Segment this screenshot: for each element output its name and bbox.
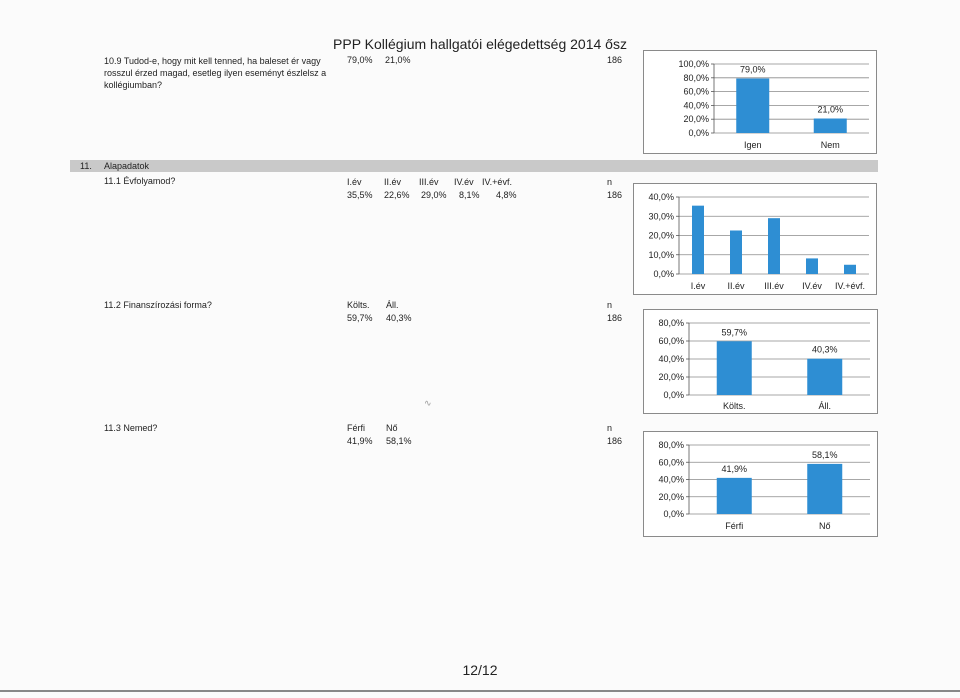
y-tick-label: 20,0% <box>658 492 684 502</box>
q11-1-header-2: II.év <box>384 177 402 187</box>
y-tick-label: 60,0% <box>658 457 684 467</box>
q11-3-value-2: 58,1% <box>386 436 412 446</box>
page-number: 12/12 <box>462 662 498 678</box>
data-label: 79,0% <box>740 64 766 74</box>
q11-1-n-value: 186 <box>607 190 623 200</box>
bar-q11-2-2 <box>807 358 843 395</box>
question-11-1-text: 11.1 Évfolyamod? <box>104 176 176 186</box>
category-label: IV.+évf. <box>835 281 865 291</box>
y-tick-label: 100,0% <box>678 59 709 69</box>
y-tick-label: 20,0% <box>658 372 684 382</box>
category-label: Áll. <box>818 401 831 411</box>
bottom-edge-line <box>0 690 960 692</box>
y-tick-label: 0,0% <box>663 509 684 519</box>
category-label: Nő <box>819 521 831 531</box>
y-tick-label: 40,0% <box>648 192 674 202</box>
bar-q11-1-5 <box>844 264 856 274</box>
category-label: IV.év <box>802 281 822 291</box>
q11-1-value-1: 35,5% <box>347 190 373 200</box>
q11-2-value-1: 59,7% <box>347 313 373 323</box>
data-label: 59,7% <box>721 327 747 337</box>
data-label: 58,1% <box>812 450 838 460</box>
y-tick-label: 20,0% <box>683 114 709 124</box>
category-label: Férfi <box>725 521 743 531</box>
bar-q11-1-3 <box>768 218 780 274</box>
q11-1-header-3: III.év <box>419 177 439 187</box>
q11-3-header-1: Férfi <box>347 423 365 433</box>
y-tick-label: 60,0% <box>658 336 684 346</box>
q11-3-header-2: Nő <box>386 423 398 433</box>
category-label: Nem <box>821 140 840 150</box>
bar-q11-3-1 <box>716 477 752 514</box>
q11-3-value-1: 41,9% <box>347 436 373 446</box>
q11-1-header-4: IV.év <box>454 177 474 187</box>
question-10-9-text: 10.9 Tudod-e, hogy mit kell tenned, ha b… <box>104 56 327 90</box>
bar-q10-9-1 <box>736 78 770 133</box>
y-tick-label: 30,0% <box>648 211 674 221</box>
q11-2-n-label: n <box>607 300 613 310</box>
q11-1-n-label: n <box>607 177 613 187</box>
data-label: 41,9% <box>721 464 747 474</box>
section-band-alapadatok: 11. Alapadatok <box>70 160 878 172</box>
chart-q11-2-svg: 80,0% 60,0% 40,0% 20,0% 0,0% 59,7% Költs. 40,3%… <box>658 318 870 411</box>
q11-1-value-4: 8,1% <box>459 190 480 200</box>
category-label: II.év <box>727 281 745 291</box>
chart-q11-3: 80,0% 60,0% 40,0% 20,0% 0,0% 41,9% Férfi 58,1% N… <box>643 431 878 537</box>
pen-mark: ∿ <box>424 398 432 408</box>
bar-q11-1-2 <box>730 230 742 274</box>
y-tick-label: 80,0% <box>658 440 684 450</box>
q11-1-header-1: I.év <box>347 177 362 187</box>
q11-2-n-value: 186 <box>607 313 623 323</box>
data-label: 21,0% <box>817 105 843 115</box>
y-tick-label: 0,0% <box>688 128 709 138</box>
q11-2-value-2: 40,3% <box>386 313 412 323</box>
chart-q10-9: 100,0% 80,0% 60,0% 40,0% 20,0% 0,0% 79,0% Igen 2… <box>643 50 877 154</box>
data-label: 40,3% <box>812 345 838 355</box>
category-label: III.év <box>764 281 784 291</box>
y-tick-label: 80,0% <box>658 318 684 328</box>
category-label: I.év <box>691 281 706 291</box>
bar-q11-1-1 <box>692 205 704 274</box>
q11-1-header-5: IV.+évf. <box>482 177 512 187</box>
q11-2-header-1: Költs. <box>347 300 370 310</box>
y-tick-label: 10,0% <box>648 250 674 260</box>
question-11-2-text: 11.2 Finanszírozási forma? <box>104 300 212 310</box>
category-label: Igen <box>744 140 762 150</box>
y-tick-label: 20,0% <box>648 231 674 241</box>
y-tick-label: 40,0% <box>658 475 684 485</box>
section-label: Alapadatok <box>104 161 150 171</box>
question-11-3-text: 11.3 Nemed? <box>104 423 158 433</box>
y-tick-label: 0,0% <box>653 269 674 279</box>
y-tick-label: 40,0% <box>683 100 709 110</box>
q10-value-nem: 21,0% <box>385 55 411 65</box>
q11-3-n-label: n <box>607 423 613 433</box>
q11-1-value-2: 22,6% <box>384 190 410 200</box>
chart-q10-9-svg: 100,0% 80,0% 60,0% 40,0% 20,0% 0,0% 79,0% Igen 2… <box>678 59 869 150</box>
y-tick-label: 60,0% <box>683 87 709 97</box>
q11-3-n-value: 186 <box>607 436 623 446</box>
q11-1-value-5: 4,8% <box>496 190 517 200</box>
bar-q11-3-2 <box>807 463 843 514</box>
chart-q11-2: 80,0% 60,0% 40,0% 20,0% 0,0% 59,7% Költs. 40,3%… <box>643 309 878 414</box>
y-tick-label: 0,0% <box>663 390 684 400</box>
chart-q11-3-svg: 80,0% 60,0% 40,0% 20,0% 0,0% 41,9% Férfi 58,1% N… <box>658 440 870 531</box>
q10-value-igen: 79,0% <box>347 55 373 65</box>
category-label: Költs. <box>723 401 746 411</box>
section-number: 11. <box>80 161 92 171</box>
q11-2-header-2: Áll. <box>386 300 399 310</box>
bar-q11-1-4 <box>806 258 818 274</box>
bar-q10-9-2 <box>813 118 847 133</box>
chart-q11-1: 40,0% 30,0% 20,0% 10,0% 0,0% I.év II.év III.év I… <box>633 183 877 295</box>
y-tick-label: 40,0% <box>658 354 684 364</box>
page-title: PPP Kollégium hallgatói elégedettség 201… <box>333 36 627 52</box>
chart-q11-1-svg: 40,0% 30,0% 20,0% 10,0% 0,0% I.év II.év III.év I… <box>648 192 869 291</box>
y-tick-label: 80,0% <box>683 73 709 83</box>
bar-q11-2-1 <box>716 341 752 395</box>
q10-n-value: 186 <box>607 55 623 65</box>
q11-1-value-3: 29,0% <box>421 190 447 200</box>
